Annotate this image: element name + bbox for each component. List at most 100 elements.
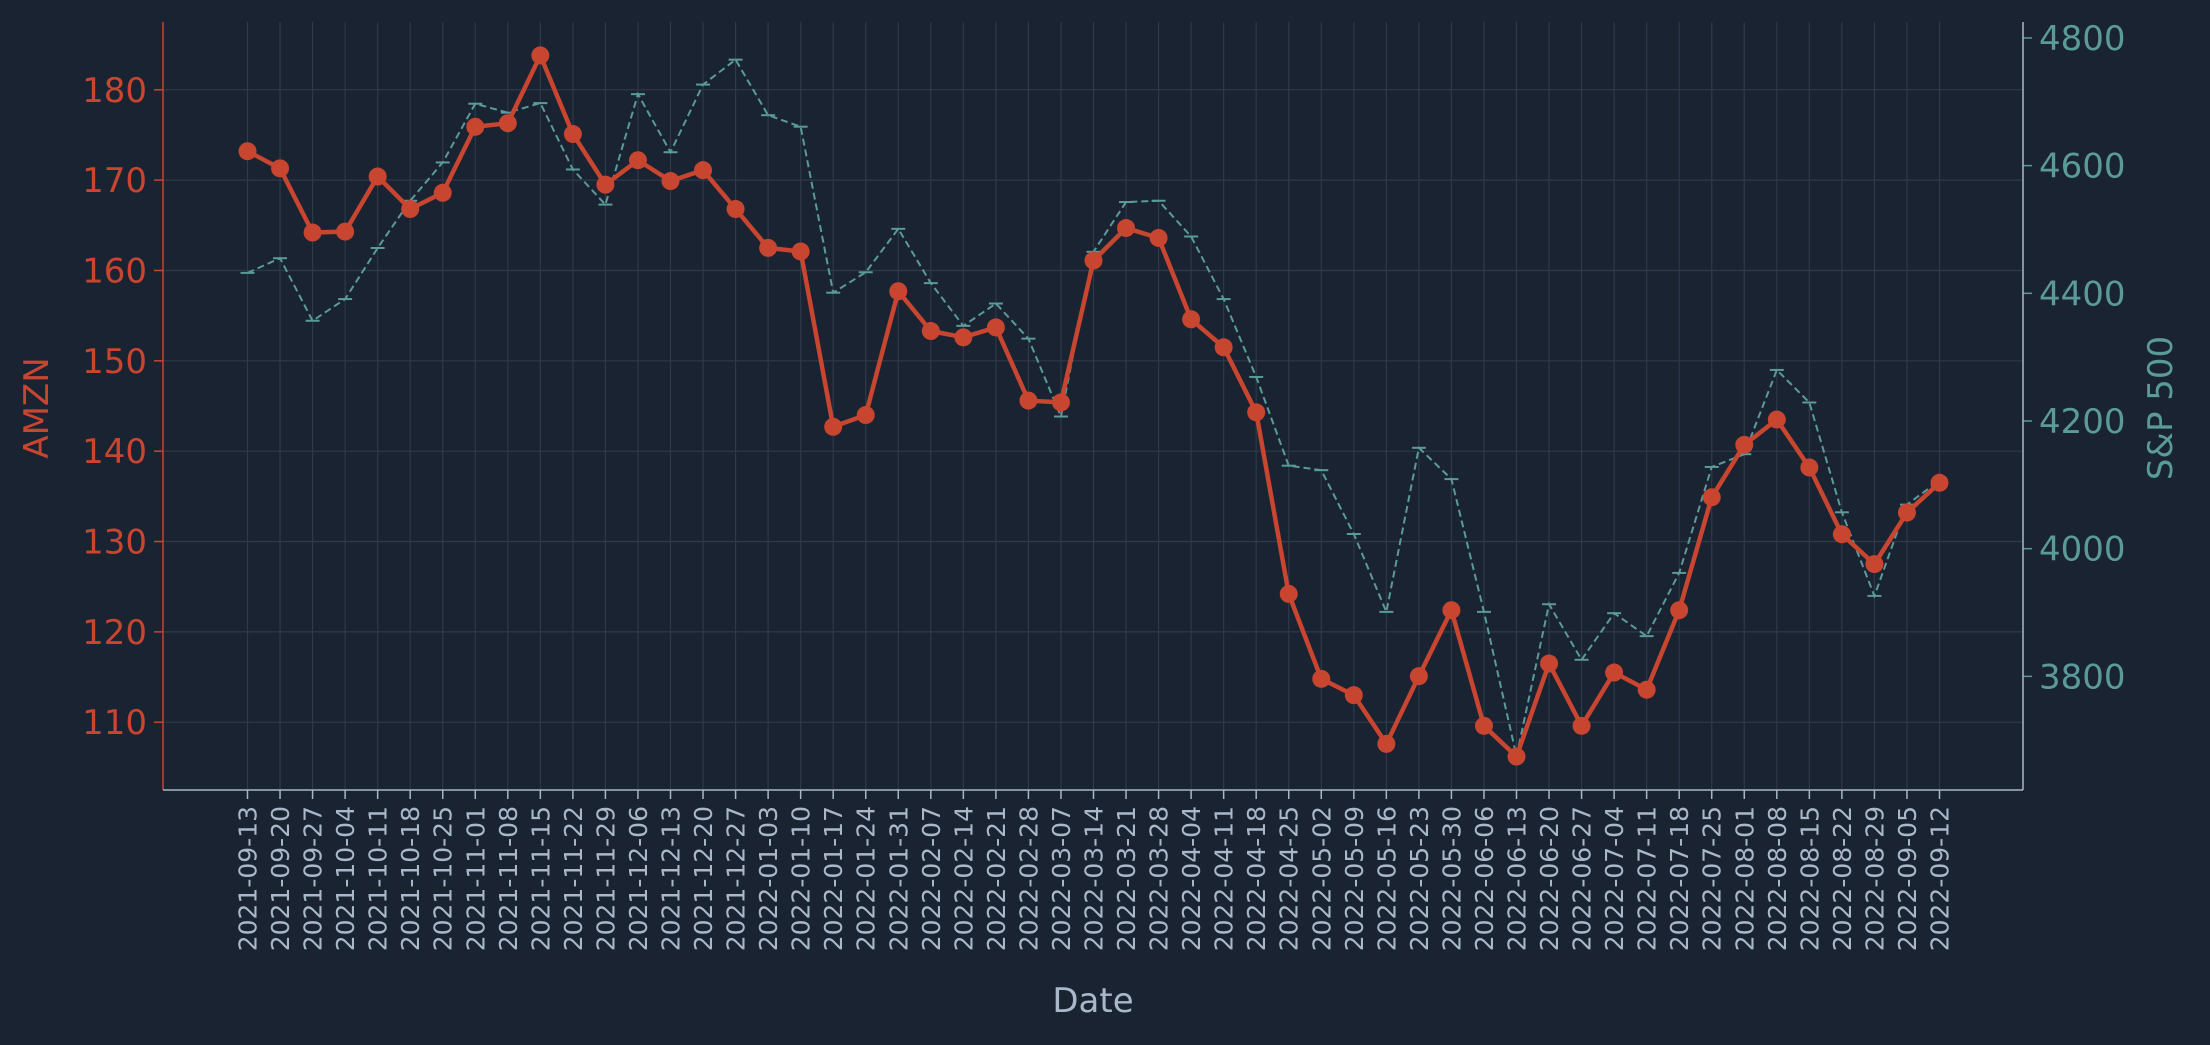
- x-tick-label: 2021-10-25: [429, 806, 458, 951]
- amzn-point: [1051, 393, 1070, 412]
- x-tick-label: 2022-01-17: [819, 806, 848, 951]
- amzn-point: [1312, 669, 1331, 688]
- left-y-tick-label: 170: [82, 161, 147, 201]
- x-tick-label: 2022-07-11: [1633, 806, 1662, 951]
- amzn-point: [368, 167, 387, 186]
- x-tick-label: 2022-04-25: [1275, 806, 1304, 951]
- amzn-point: [563, 125, 582, 144]
- amzn-point: [238, 142, 257, 161]
- amzn-point: [726, 200, 745, 219]
- amzn-point: [889, 282, 908, 301]
- amzn-point: [1442, 601, 1461, 620]
- x-tick-label: 2022-08-29: [1860, 806, 1889, 951]
- amzn-point: [1377, 734, 1396, 753]
- x-tick-label: 2021-12-13: [657, 806, 686, 951]
- x-tick-label: 2021-12-27: [722, 806, 751, 951]
- amzn-point: [1897, 503, 1916, 522]
- x-tick-label: 2022-08-01: [1730, 806, 1759, 951]
- x-tick-label: 2022-02-14: [949, 806, 978, 951]
- amzn-point: [1474, 716, 1493, 735]
- x-tick-label: 2022-05-16: [1372, 806, 1401, 951]
- left-y-tick-label: 110: [82, 703, 147, 743]
- x-tick-label: 2021-12-20: [689, 806, 718, 951]
- amzn-point: [791, 242, 810, 261]
- x-tick-label: 2022-03-21: [1112, 806, 1141, 951]
- x-tick-label: 2021-10-04: [331, 806, 360, 951]
- right-y-tick-label: 3800: [2039, 657, 2126, 697]
- x-tick-label: 2021-11-29: [591, 806, 620, 951]
- x-tick-label: 2021-11-22: [559, 806, 588, 951]
- x-tick-label: 2022-01-31: [884, 806, 913, 951]
- left-y-tick-label: 160: [82, 251, 147, 291]
- x-tick-label: 2022-05-02: [1307, 806, 1336, 951]
- amzn-point: [661, 172, 680, 191]
- amzn-point: [1117, 219, 1136, 238]
- left-y-axis-label: AMZN: [17, 357, 57, 458]
- amzn-point: [759, 238, 778, 257]
- x-tick-label: 2022-02-28: [1014, 806, 1043, 951]
- left-y-tick-label: 130: [82, 523, 147, 563]
- amzn-point: [1605, 663, 1624, 682]
- x-tick-label: 2022-08-08: [1763, 806, 1792, 951]
- amzn-point: [401, 200, 420, 219]
- amzn-point: [1865, 555, 1884, 574]
- x-tick-label: 2022-06-06: [1470, 806, 1499, 951]
- x-tick-label: 2021-11-15: [526, 806, 555, 951]
- x-tick-label: 2022-09-05: [1893, 806, 1922, 951]
- series-layer: [238, 46, 1949, 766]
- amzn-point: [628, 151, 647, 170]
- x-tick-label: 2022-04-04: [1177, 806, 1206, 951]
- amzn-point: [1084, 251, 1103, 270]
- left-y-tick-label: 180: [82, 71, 147, 111]
- x-tick-label: 2022-01-24: [852, 806, 881, 951]
- x-axis-label: Date: [1052, 981, 1133, 1021]
- amzn-point: [1149, 228, 1168, 247]
- amzn-point: [1767, 410, 1786, 429]
- amzn-point: [1670, 601, 1689, 620]
- x-tick-label: 2022-07-25: [1698, 806, 1727, 951]
- amzn-point: [1637, 680, 1656, 699]
- x-tick-label: 2022-04-11: [1210, 806, 1239, 951]
- amzn-point: [954, 328, 973, 347]
- amzn-point: [1540, 654, 1559, 673]
- x-tick-label: 2022-06-20: [1535, 806, 1564, 951]
- amzn-point: [1702, 488, 1721, 507]
- x-tick-label: 2022-03-07: [1047, 806, 1076, 951]
- x-tick-label: 2021-11-01: [461, 806, 490, 951]
- amzn-point: [1832, 525, 1851, 544]
- right-y-tick-label: 4400: [2039, 274, 2126, 314]
- x-tick-label: 2022-02-07: [917, 806, 946, 951]
- amzn-point: [1279, 584, 1298, 603]
- x-tick-label: 2022-01-03: [754, 806, 783, 951]
- x-tick-label: 2021-10-18: [396, 806, 425, 951]
- right-y-tick-label: 4800: [2039, 19, 2126, 59]
- x-tick-label: 2022-08-22: [1828, 806, 1857, 951]
- x-tick-label: 2022-08-15: [1795, 806, 1824, 951]
- amzn-point: [1409, 667, 1428, 686]
- amzn-point: [466, 117, 485, 136]
- amzn-point: [1930, 473, 1949, 492]
- amzn-point: [921, 322, 940, 341]
- amzn-point: [824, 417, 843, 436]
- x-tick-label: 2021-09-20: [266, 806, 295, 951]
- x-tick-label: 2022-04-18: [1242, 806, 1271, 951]
- amzn-point: [1572, 716, 1591, 735]
- left-y-tick-label: 150: [82, 342, 147, 382]
- amzn-point: [1182, 310, 1201, 329]
- x-tick-label: 2022-07-04: [1600, 806, 1629, 951]
- x-tick-label: 2022-01-10: [787, 806, 816, 951]
- grid-layer: [163, 22, 2023, 790]
- x-tick-label: 2021-09-27: [299, 806, 328, 951]
- x-tick-label: 2022-09-12: [1926, 806, 1955, 951]
- right-y-tick-label: 4000: [2039, 530, 2126, 570]
- x-tick-label: 2021-10-11: [364, 806, 393, 951]
- amzn-point: [303, 223, 322, 242]
- x-tick-label: 2022-06-27: [1568, 806, 1597, 951]
- left-y-tick-label: 140: [82, 432, 147, 472]
- right-y-tick-label: 4200: [2039, 402, 2126, 442]
- right-y-axis-label: S&P 500: [2141, 336, 2181, 480]
- x-tick-label: 2022-06-13: [1503, 806, 1532, 951]
- amzn-point: [1019, 391, 1038, 410]
- amzn-point: [1344, 686, 1363, 705]
- amzn-point: [1735, 435, 1754, 454]
